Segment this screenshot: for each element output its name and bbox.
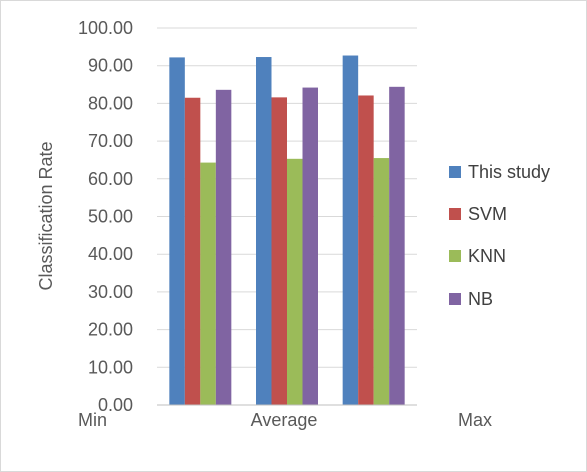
bars [169, 55, 405, 406]
y-axis-tick-labels: 0.00 10.00 20.00 30.00 40.00 50.00 60.00 70.00 8… [78, 18, 133, 415]
bar-this-study-average [256, 57, 272, 406]
bar-svm-min [184, 97, 201, 406]
bar-svm-average [271, 97, 287, 406]
bar-knn-min [200, 162, 216, 405]
y-tick-label: 60.00 [88, 169, 133, 189]
legend: This study SVM KNN NB [449, 162, 550, 309]
y-tick-label: 80.00 [88, 93, 133, 113]
y-tick-label: 100.00 [78, 18, 133, 38]
y-tick-label: 40.00 [88, 244, 133, 264]
legend-label: SVM [468, 204, 507, 224]
y-tick-label: 10.00 [88, 357, 133, 377]
x-category-label: Min [78, 410, 107, 430]
legend-swatch-svm [449, 208, 461, 220]
bar-nb-max [389, 86, 405, 405]
y-tick-label: 70.00 [88, 131, 133, 151]
legend-swatch-this-study [449, 166, 461, 178]
y-tick-label: 20.00 [88, 320, 133, 340]
bar-svm-max [358, 95, 374, 405]
bar-this-study-min [169, 57, 185, 405]
bar-nb-min [215, 89, 232, 405]
bar-knn-max [373, 158, 390, 405]
legend-swatch-nb [449, 293, 461, 305]
bar-nb-average [302, 87, 318, 405]
legend-label: This study [468, 162, 550, 182]
x-category-label: Average [251, 410, 318, 430]
legend-swatch-knn [449, 250, 461, 262]
legend-label: KNN [468, 246, 506, 266]
bar-knn-average [287, 158, 303, 405]
y-axis-title: Classification Rate [36, 141, 56, 290]
y-tick-label: 0.00 [98, 395, 133, 415]
y-tick-label: 50.00 [88, 207, 133, 227]
legend-label: NB [468, 289, 493, 309]
bar-this-study-max [342, 55, 359, 406]
y-tick-label: 90.00 [88, 56, 133, 76]
x-category-label: Max [458, 410, 492, 430]
x-axis-category-labels: Min Average Max [78, 410, 492, 430]
y-tick-label: 30.00 [88, 282, 133, 302]
